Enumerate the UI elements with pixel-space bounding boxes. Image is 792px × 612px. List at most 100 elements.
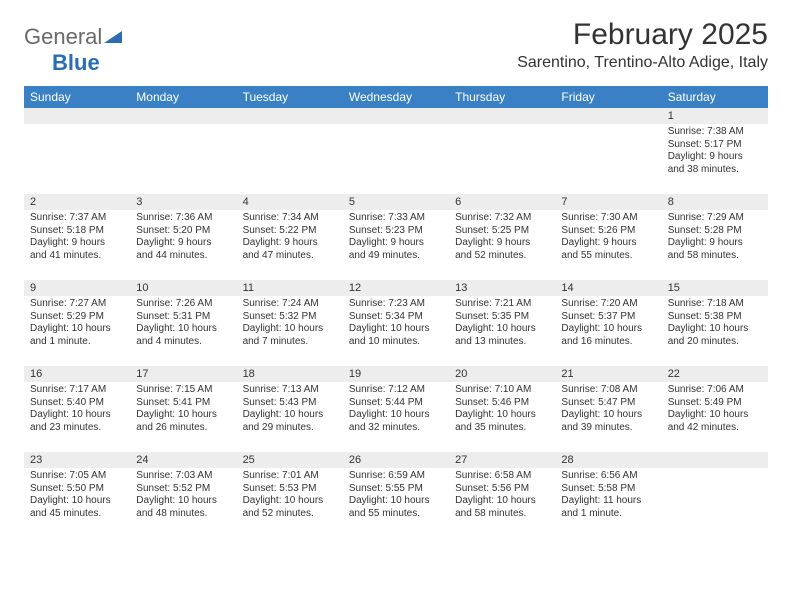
day-sunrise: Sunrise: 7:10 AM bbox=[455, 384, 549, 397]
day-body bbox=[343, 124, 449, 130]
calendar-table: Sunday Monday Tuesday Wednesday Thursday… bbox=[24, 86, 768, 538]
calendar-day-cell bbox=[24, 108, 130, 194]
day-number: 10 bbox=[130, 280, 236, 296]
day-sunrise: Sunrise: 7:33 AM bbox=[349, 212, 443, 225]
day-sunrise: Sunrise: 7:20 AM bbox=[561, 298, 655, 311]
day-number: 14 bbox=[555, 280, 661, 296]
day-body: Sunrise: 7:26 AMSunset: 5:31 PMDaylight:… bbox=[130, 296, 236, 352]
day-sunrise: Sunrise: 7:23 AM bbox=[349, 298, 443, 311]
day-sunrise: Sunrise: 7:30 AM bbox=[561, 212, 655, 225]
day-daylight: Daylight: 11 hours and 1 minute. bbox=[561, 495, 655, 520]
day-daylight: Daylight: 10 hours and 35 minutes. bbox=[455, 409, 549, 434]
day-daylight: Daylight: 9 hours and 52 minutes. bbox=[455, 237, 549, 262]
day-daylight: Daylight: 9 hours and 47 minutes. bbox=[243, 237, 337, 262]
day-body: Sunrise: 7:24 AMSunset: 5:32 PMDaylight:… bbox=[237, 296, 343, 352]
location-subtitle: Sarentino, Trentino-Alto Adige, Italy bbox=[517, 54, 768, 72]
day-sunset: Sunset: 5:22 PM bbox=[243, 225, 337, 238]
day-body: Sunrise: 7:36 AMSunset: 5:20 PMDaylight:… bbox=[130, 210, 236, 266]
weekday-header: Tuesday bbox=[237, 86, 343, 108]
day-body: Sunrise: 7:20 AMSunset: 5:37 PMDaylight:… bbox=[555, 296, 661, 352]
day-daylight: Daylight: 10 hours and 13 minutes. bbox=[455, 323, 549, 348]
day-sunrise: Sunrise: 7:38 AM bbox=[668, 126, 762, 139]
logo: GeneralBlue bbox=[24, 18, 124, 76]
calendar-body: 1Sunrise: 7:38 AMSunset: 5:17 PMDaylight… bbox=[24, 108, 768, 538]
day-number: 18 bbox=[237, 366, 343, 382]
day-sunset: Sunset: 5:20 PM bbox=[136, 225, 230, 238]
day-body: Sunrise: 7:32 AMSunset: 5:25 PMDaylight:… bbox=[449, 210, 555, 266]
day-body: Sunrise: 7:37 AMSunset: 5:18 PMDaylight:… bbox=[24, 210, 130, 266]
weekday-header: Saturday bbox=[662, 86, 768, 108]
day-sunset: Sunset: 5:34 PM bbox=[349, 311, 443, 324]
weekday-header: Sunday bbox=[24, 86, 130, 108]
day-body: Sunrise: 7:15 AMSunset: 5:41 PMDaylight:… bbox=[130, 382, 236, 438]
calendar-week-row: 16Sunrise: 7:17 AMSunset: 5:40 PMDayligh… bbox=[24, 366, 768, 452]
day-sunset: Sunset: 5:26 PM bbox=[561, 225, 655, 238]
day-body: Sunrise: 7:23 AMSunset: 5:34 PMDaylight:… bbox=[343, 296, 449, 352]
day-sunset: Sunset: 5:35 PM bbox=[455, 311, 549, 324]
calendar-day-cell: 17Sunrise: 7:15 AMSunset: 5:41 PMDayligh… bbox=[130, 366, 236, 452]
day-sunset: Sunset: 5:41 PM bbox=[136, 397, 230, 410]
day-body: Sunrise: 7:30 AMSunset: 5:26 PMDaylight:… bbox=[555, 210, 661, 266]
calendar-day-cell: 10Sunrise: 7:26 AMSunset: 5:31 PMDayligh… bbox=[130, 280, 236, 366]
day-sunrise: Sunrise: 6:56 AM bbox=[561, 470, 655, 483]
day-sunrise: Sunrise: 7:05 AM bbox=[30, 470, 124, 483]
day-daylight: Daylight: 10 hours and 26 minutes. bbox=[136, 409, 230, 434]
day-sunset: Sunset: 5:53 PM bbox=[243, 483, 337, 496]
day-body bbox=[24, 124, 130, 130]
calendar-day-cell: 7Sunrise: 7:30 AMSunset: 5:26 PMDaylight… bbox=[555, 194, 661, 280]
day-number: 20 bbox=[449, 366, 555, 382]
day-body: Sunrise: 7:27 AMSunset: 5:29 PMDaylight:… bbox=[24, 296, 130, 352]
day-sunset: Sunset: 5:32 PM bbox=[243, 311, 337, 324]
day-number: 11 bbox=[237, 280, 343, 296]
logo-text-blue: Blue bbox=[52, 50, 100, 75]
calendar-day-cell: 24Sunrise: 7:03 AMSunset: 5:52 PMDayligh… bbox=[130, 452, 236, 538]
day-sunset: Sunset: 5:38 PM bbox=[668, 311, 762, 324]
calendar-day-cell bbox=[237, 108, 343, 194]
calendar-day-cell: 3Sunrise: 7:36 AMSunset: 5:20 PMDaylight… bbox=[130, 194, 236, 280]
day-number: 15 bbox=[662, 280, 768, 296]
day-daylight: Daylight: 9 hours and 58 minutes. bbox=[668, 237, 762, 262]
day-body: Sunrise: 6:56 AMSunset: 5:58 PMDaylight:… bbox=[555, 468, 661, 524]
day-body: Sunrise: 6:58 AMSunset: 5:56 PMDaylight:… bbox=[449, 468, 555, 524]
calendar-day-cell: 15Sunrise: 7:18 AMSunset: 5:38 PMDayligh… bbox=[662, 280, 768, 366]
day-number: 2 bbox=[24, 194, 130, 210]
day-body: Sunrise: 7:38 AMSunset: 5:17 PMDaylight:… bbox=[662, 124, 768, 180]
calendar-day-cell: 9Sunrise: 7:27 AMSunset: 5:29 PMDaylight… bbox=[24, 280, 130, 366]
day-daylight: Daylight: 10 hours and 20 minutes. bbox=[668, 323, 762, 348]
day-sunset: Sunset: 5:31 PM bbox=[136, 311, 230, 324]
day-sunrise: Sunrise: 7:08 AM bbox=[561, 384, 655, 397]
calendar-day-cell: 19Sunrise: 7:12 AMSunset: 5:44 PMDayligh… bbox=[343, 366, 449, 452]
calendar-day-cell: 23Sunrise: 7:05 AMSunset: 5:50 PMDayligh… bbox=[24, 452, 130, 538]
day-sunset: Sunset: 5:23 PM bbox=[349, 225, 443, 238]
calendar-day-cell: 22Sunrise: 7:06 AMSunset: 5:49 PMDayligh… bbox=[662, 366, 768, 452]
day-sunrise: Sunrise: 7:17 AM bbox=[30, 384, 124, 397]
day-number: 23 bbox=[24, 452, 130, 468]
day-sunset: Sunset: 5:50 PM bbox=[30, 483, 124, 496]
day-body: Sunrise: 7:08 AMSunset: 5:47 PMDaylight:… bbox=[555, 382, 661, 438]
day-sunrise: Sunrise: 7:27 AM bbox=[30, 298, 124, 311]
day-daylight: Daylight: 9 hours and 44 minutes. bbox=[136, 237, 230, 262]
day-daylight: Daylight: 10 hours and 29 minutes. bbox=[243, 409, 337, 434]
header: GeneralBlue February 2025 Sarentino, Tre… bbox=[24, 18, 768, 76]
day-sunrise: Sunrise: 6:58 AM bbox=[455, 470, 549, 483]
day-daylight: Daylight: 10 hours and 23 minutes. bbox=[30, 409, 124, 434]
day-number: 12 bbox=[343, 280, 449, 296]
day-sunset: Sunset: 5:29 PM bbox=[30, 311, 124, 324]
day-body: Sunrise: 7:18 AMSunset: 5:38 PMDaylight:… bbox=[662, 296, 768, 352]
day-sunrise: Sunrise: 6:59 AM bbox=[349, 470, 443, 483]
calendar-day-cell: 4Sunrise: 7:34 AMSunset: 5:22 PMDaylight… bbox=[237, 194, 343, 280]
calendar-day-cell: 1Sunrise: 7:38 AMSunset: 5:17 PMDaylight… bbox=[662, 108, 768, 194]
day-number bbox=[555, 108, 661, 124]
calendar-day-cell: 14Sunrise: 7:20 AMSunset: 5:37 PMDayligh… bbox=[555, 280, 661, 366]
day-body bbox=[662, 468, 768, 474]
day-daylight: Daylight: 10 hours and 7 minutes. bbox=[243, 323, 337, 348]
day-number: 9 bbox=[24, 280, 130, 296]
day-daylight: Daylight: 10 hours and 48 minutes. bbox=[136, 495, 230, 520]
weekday-header: Thursday bbox=[449, 86, 555, 108]
day-sunset: Sunset: 5:58 PM bbox=[561, 483, 655, 496]
day-body: Sunrise: 7:05 AMSunset: 5:50 PMDaylight:… bbox=[24, 468, 130, 524]
day-number: 26 bbox=[343, 452, 449, 468]
day-sunrise: Sunrise: 7:18 AM bbox=[668, 298, 762, 311]
title-block: February 2025 Sarentino, Trentino-Alto A… bbox=[517, 18, 768, 72]
day-body: Sunrise: 7:01 AMSunset: 5:53 PMDaylight:… bbox=[237, 468, 343, 524]
